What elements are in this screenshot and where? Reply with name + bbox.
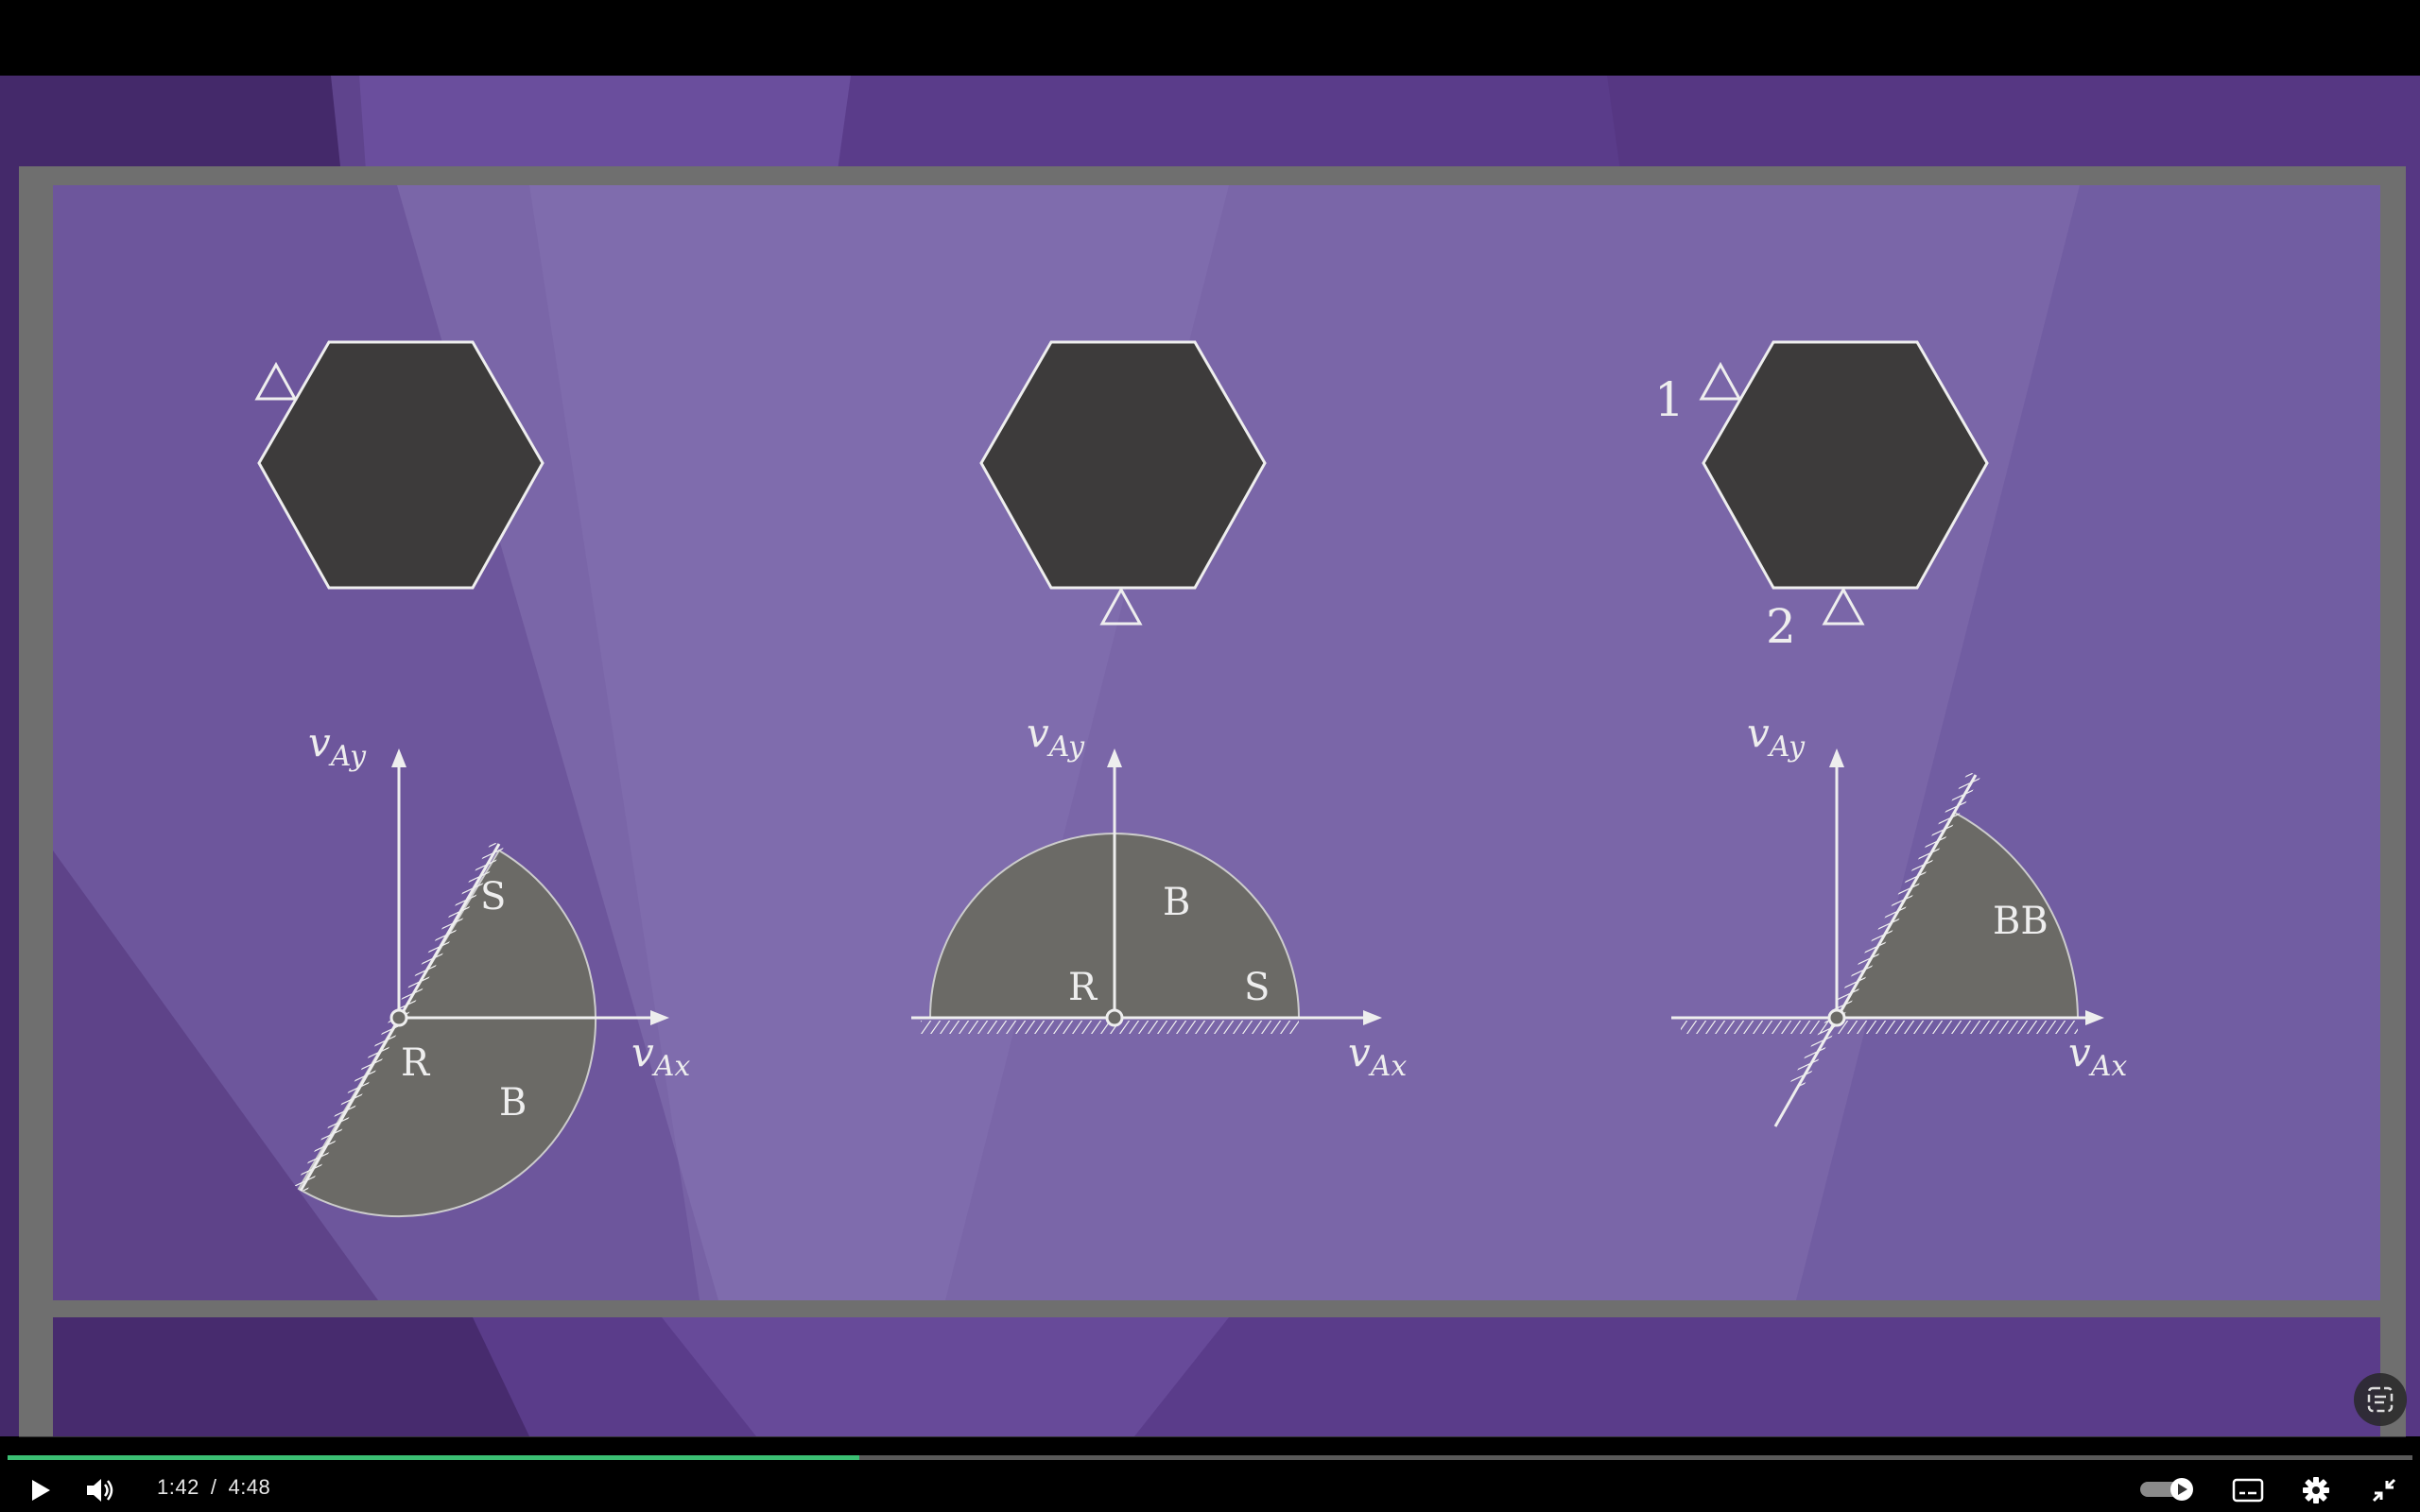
- time-display: 1:42 / 4:48: [157, 1475, 270, 1500]
- region-label-b-2: B: [1163, 881, 1190, 924]
- captions-icon: [2232, 1478, 2264, 1503]
- autoplay-toggle-icon: [2140, 1478, 2193, 1501]
- support-triangle-1: [254, 361, 298, 401]
- duration: 4:48: [228, 1475, 271, 1499]
- time-separator: /: [210, 1475, 217, 1499]
- axis-x-label-2: vAx: [1348, 1029, 1407, 1083]
- region-label-b-1: B: [499, 1081, 527, 1125]
- region-label-bb-3: BB: [1993, 900, 2048, 943]
- axis-y-label-2: vAy: [1027, 710, 1085, 764]
- captions-button[interactable]: [2227, 1469, 2269, 1511]
- support-triangle-3a: [1699, 361, 1742, 401]
- settings-button[interactable]: [2295, 1469, 2337, 1511]
- axis-x-label-1: vAx: [631, 1029, 690, 1083]
- progress-bar[interactable]: [8, 1455, 2412, 1460]
- support-label-2: 2: [1766, 599, 1796, 654]
- current-time: 1:42: [157, 1475, 199, 1499]
- region-label-s-1: S: [480, 875, 506, 919]
- play-icon: [32, 1480, 50, 1501]
- miniplayer-icon: [2367, 1386, 2394, 1413]
- axis-x-label-3: vAx: [2068, 1029, 2127, 1083]
- hexagon-1: [257, 340, 544, 590]
- support-label-1: 1: [1654, 372, 1685, 427]
- exit-fullscreen-button[interactable]: [2363, 1469, 2405, 1511]
- region-label-r-2: R: [1068, 966, 1098, 1009]
- region-sector-1: [297, 849, 597, 1217]
- region-sector-3: [1835, 811, 2080, 1019]
- hexagon-2: [979, 340, 1267, 590]
- axis-y-label-1: vAy: [308, 719, 367, 773]
- volume-button[interactable]: [79, 1469, 121, 1511]
- region-label-r-1: R: [401, 1041, 431, 1085]
- player-controls: [0, 1436, 2420, 1512]
- gear-icon: [2303, 1477, 2329, 1503]
- exit-fullscreen-icon: [2372, 1478, 2396, 1503]
- miniplayer-button[interactable]: [2354, 1373, 2407, 1426]
- axis-y-label-3: vAy: [1747, 710, 1806, 764]
- volume-icon: [87, 1479, 113, 1502]
- support-triangle-3b: [1822, 586, 1865, 626]
- region-label-s-2: S: [1244, 966, 1270, 1009]
- support-triangle-2: [1099, 586, 1143, 626]
- progress-fill: [8, 1455, 859, 1460]
- autoplay-toggle[interactable]: [2138, 1477, 2199, 1502]
- hexagon-3: [1702, 340, 1989, 590]
- play-button[interactable]: [19, 1469, 60, 1511]
